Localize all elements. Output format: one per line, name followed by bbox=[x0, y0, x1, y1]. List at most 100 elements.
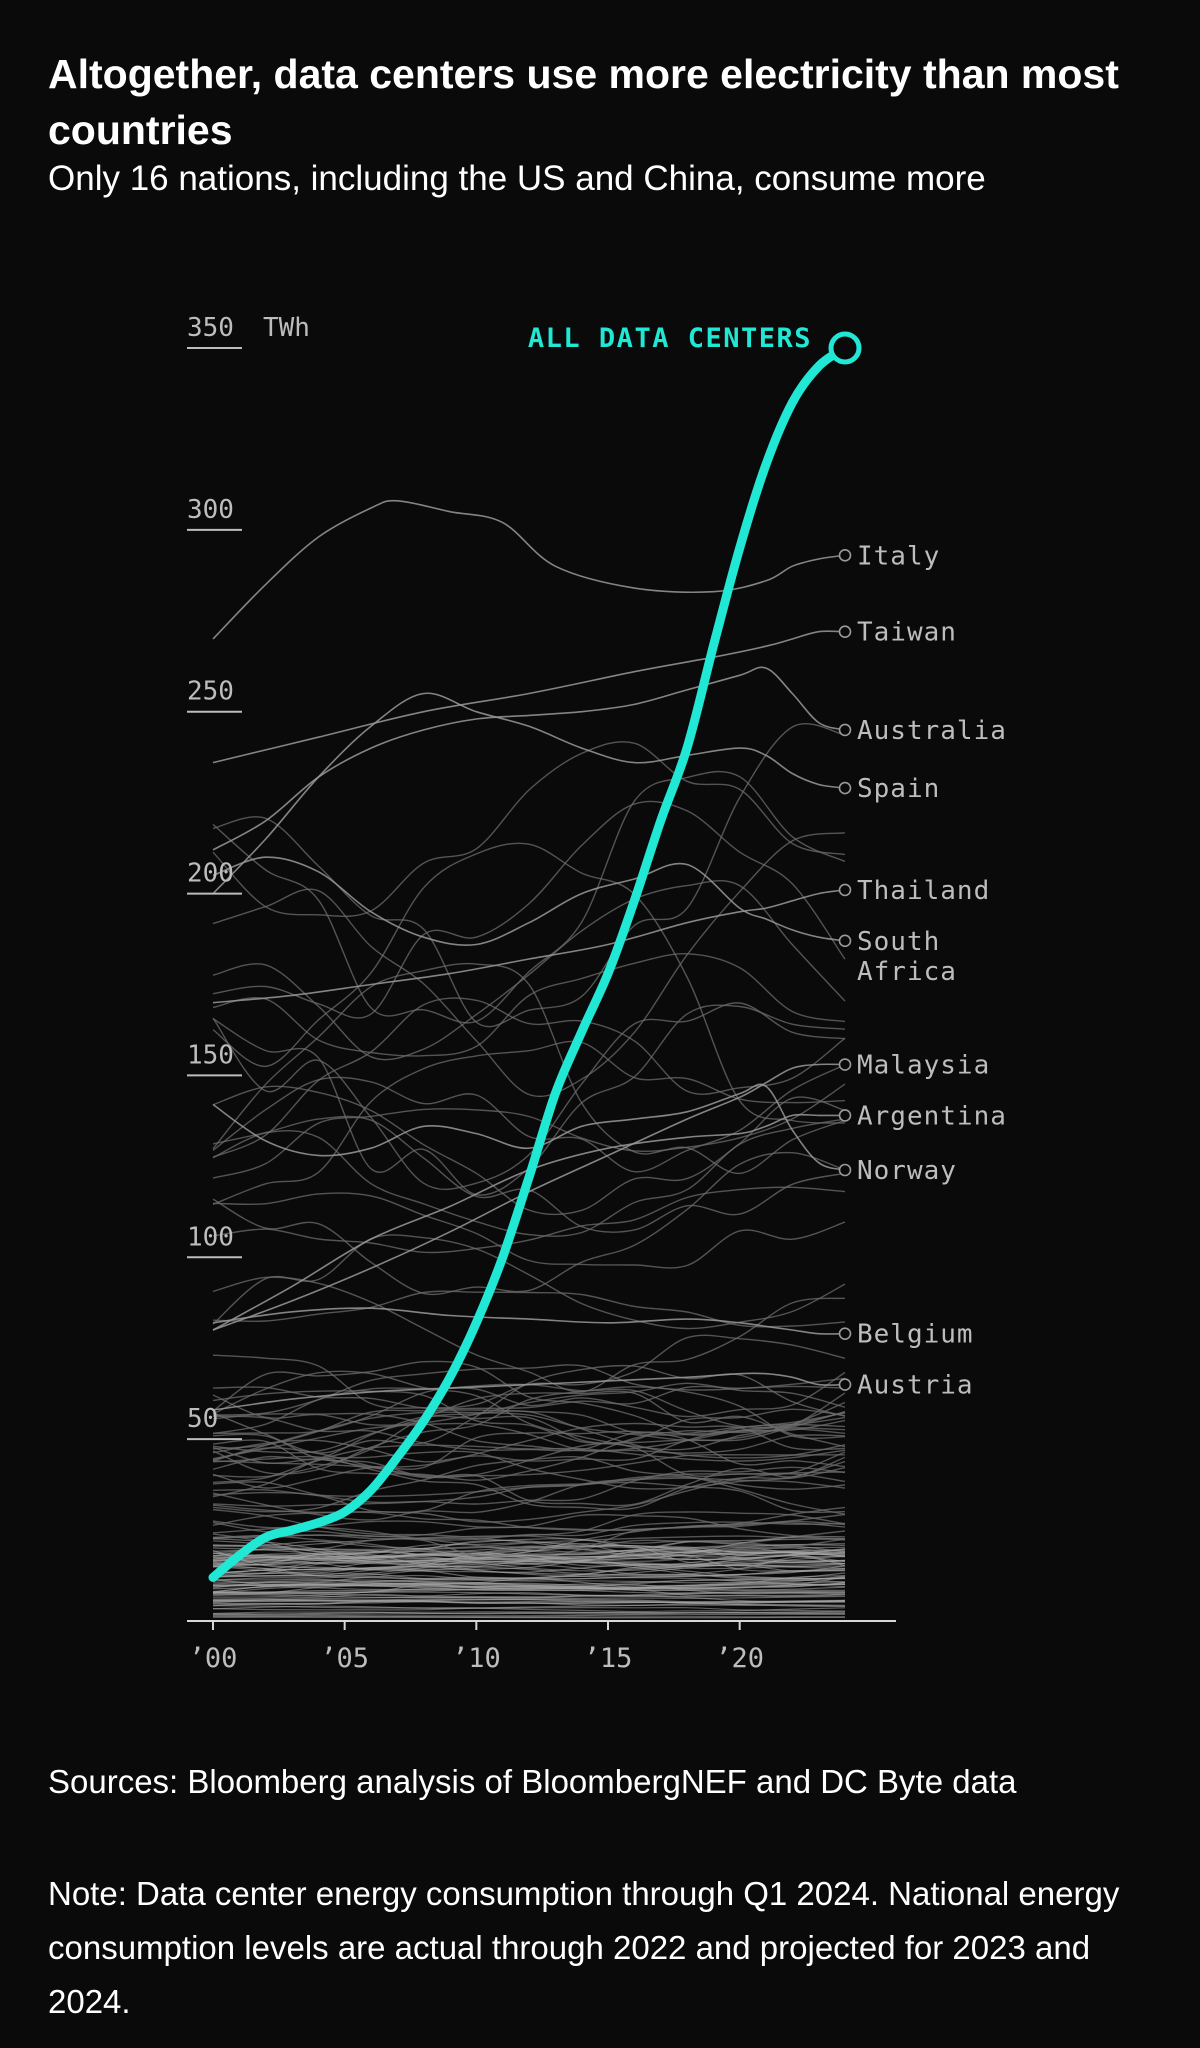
country-line bbox=[212, 1615, 845, 1618]
note-text: Note: Data center energy consumption thr… bbox=[48, 1875, 1120, 2020]
country-line bbox=[212, 1582, 846, 1593]
country-line bbox=[212, 1422, 846, 1460]
country-line bbox=[212, 842, 846, 1124]
country-line bbox=[212, 1466, 846, 1505]
series-end-marker bbox=[838, 1327, 852, 1340]
country-line bbox=[212, 1606, 846, 1612]
country-line bbox=[212, 1605, 846, 1613]
country-line bbox=[212, 1234, 846, 1330]
series-labels: Italy Taiwan Australia Spain Thailand South Af… bbox=[838, 541, 1007, 1401]
country-line bbox=[212, 1083, 846, 1179]
data-centers-series: ALL DATA CENTERS bbox=[208, 323, 862, 1582]
series-end-marker bbox=[838, 1109, 852, 1122]
series-end-marker bbox=[838, 1058, 852, 1071]
country-line bbox=[212, 1409, 846, 1450]
country-line bbox=[212, 1410, 846, 1478]
country-line bbox=[212, 1390, 846, 1445]
country-line bbox=[212, 1604, 846, 1609]
country-line bbox=[212, 770, 846, 1024]
country-line bbox=[212, 800, 846, 1019]
country-line bbox=[212, 1591, 846, 1598]
series-label: Italy bbox=[857, 541, 940, 571]
country-line bbox=[212, 1382, 846, 1426]
country-line bbox=[212, 880, 846, 1061]
series-label: Australia bbox=[857, 716, 1007, 746]
country-line bbox=[212, 1558, 846, 1573]
series-label: South Africa bbox=[857, 927, 957, 987]
country-line bbox=[212, 1118, 846, 1237]
country-line bbox=[212, 1428, 846, 1481]
line-chart: 50 100 150 200 250 300 350 TWh ’00 ’05 ’10 ’15 ’20 A… bbox=[187, 313, 1007, 1674]
y-tick-label: 200 bbox=[187, 859, 234, 889]
x-tick-label: ’05 bbox=[320, 1643, 369, 1674]
x-tick-label: ’10 bbox=[452, 1643, 501, 1674]
sources-text: Sources: Bloomberg analysis of Bloomberg… bbox=[48, 1763, 1017, 1800]
data-centers-label: ALL DATA CENTERS bbox=[528, 323, 812, 354]
country-line-argentina bbox=[212, 1113, 845, 1331]
country-line bbox=[212, 1390, 846, 1454]
y-tick-label: 250 bbox=[187, 677, 234, 707]
x-tick-label: ’15 bbox=[584, 1643, 633, 1674]
country-line bbox=[212, 1415, 846, 1477]
y-tick-label: 150 bbox=[187, 1040, 234, 1070]
country-line bbox=[212, 1556, 846, 1577]
chart-title: Altogether, data centers use more electr… bbox=[48, 51, 1119, 153]
country-line bbox=[212, 1475, 846, 1521]
labeled-country-lines bbox=[212, 499, 846, 1411]
country-line-spain bbox=[212, 692, 846, 895]
country-line bbox=[212, 1520, 846, 1555]
country-line bbox=[212, 1444, 846, 1484]
country-line bbox=[212, 1577, 846, 1590]
series-end-marker bbox=[838, 549, 852, 562]
series-end-marker bbox=[838, 883, 852, 897]
series-end-marker bbox=[838, 625, 852, 638]
country-line bbox=[212, 1535, 846, 1560]
country-line bbox=[212, 1549, 846, 1568]
country-line bbox=[212, 1276, 846, 1393]
country-line bbox=[212, 1590, 846, 1599]
country-line bbox=[212, 953, 846, 1057]
country-line bbox=[212, 1456, 846, 1513]
country-line-thailand bbox=[212, 889, 846, 1004]
country-line-malaysia bbox=[212, 1063, 846, 1331]
country-line bbox=[212, 1598, 846, 1603]
country-line bbox=[212, 1364, 846, 1454]
country-line bbox=[212, 1534, 846, 1563]
data-centers-line bbox=[208, 343, 850, 1582]
country-line-austria bbox=[212, 1372, 846, 1411]
country-line bbox=[212, 1430, 846, 1489]
country-line bbox=[212, 1477, 846, 1507]
country-line bbox=[212, 1548, 846, 1572]
country-line bbox=[212, 1561, 846, 1575]
series-label-line: South bbox=[857, 927, 940, 957]
country-line bbox=[212, 1613, 846, 1617]
y-tick-label: 50 bbox=[187, 1404, 218, 1434]
y-tick-label: 100 bbox=[187, 1222, 234, 1252]
country-line bbox=[212, 962, 846, 1175]
country-line bbox=[212, 1568, 846, 1580]
country-line bbox=[212, 1592, 846, 1603]
series-label: Malaysia bbox=[857, 1051, 990, 1081]
country-line bbox=[212, 1408, 846, 1479]
series-end-marker bbox=[838, 1378, 852, 1391]
series-label: Belgium bbox=[857, 1320, 974, 1350]
country-line bbox=[212, 997, 846, 1158]
chart-axes: 50 100 150 200 250 300 350 TWh ’00 ’05 ’10 ’15 ’20 bbox=[187, 313, 896, 1674]
country-line bbox=[213, 1611, 846, 1615]
series-label: Norway bbox=[857, 1156, 957, 1186]
country-line-south-africa bbox=[212, 856, 846, 946]
data-centers-end-marker bbox=[828, 331, 862, 365]
country-line bbox=[212, 1386, 846, 1475]
y-tick-label: 350 bbox=[187, 313, 234, 343]
country-line bbox=[212, 1370, 846, 1451]
country-line bbox=[212, 1581, 846, 1588]
chart-subtitle: Only 16 nations, including the US and Ch… bbox=[48, 159, 986, 198]
country-line bbox=[212, 1454, 846, 1477]
country-line bbox=[212, 722, 846, 1028]
series-label: Taiwan bbox=[857, 618, 957, 648]
country-line bbox=[212, 832, 846, 1098]
country-line bbox=[212, 1481, 846, 1514]
country-line bbox=[212, 1582, 846, 1595]
country-line-taiwan bbox=[212, 630, 846, 764]
series-label: Spain bbox=[857, 774, 940, 804]
